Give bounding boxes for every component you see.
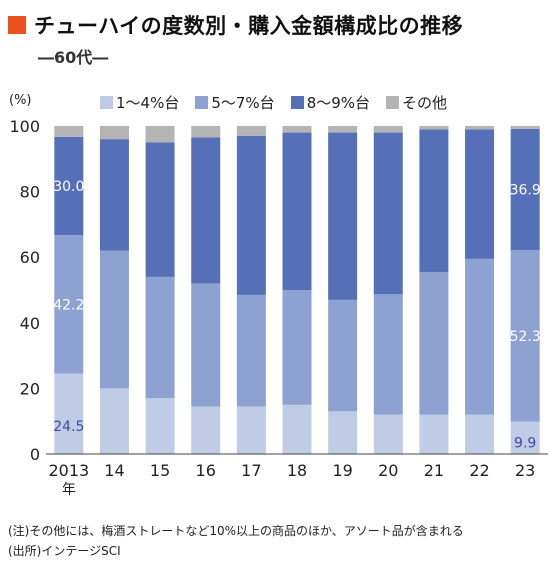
legend-item: 5～7%台 bbox=[195, 92, 275, 113]
x-tick-label: 18 bbox=[287, 461, 307, 480]
bar-segment bbox=[145, 142, 175, 277]
data-label: 42.2 bbox=[53, 297, 84, 313]
x-tick-label: 21 bbox=[424, 461, 444, 480]
x-tick-label: 16 bbox=[196, 461, 216, 480]
data-label: 52.3 bbox=[510, 329, 541, 345]
bar-segment bbox=[99, 388, 129, 454]
x-tick-label: 2013 bbox=[48, 461, 89, 480]
y-tick-label: 100 bbox=[9, 117, 40, 136]
legend-label: 5～7%台 bbox=[211, 94, 275, 112]
bar-segment bbox=[191, 283, 221, 407]
legend-item: その他 bbox=[386, 92, 447, 113]
bar-segment bbox=[419, 414, 449, 454]
legend-label: 8～9%台 bbox=[306, 94, 371, 112]
bar-segment bbox=[99, 250, 129, 389]
legend-swatch bbox=[290, 96, 304, 109]
bar-segment bbox=[191, 137, 221, 284]
bar-segment bbox=[419, 271, 449, 415]
bar-segment bbox=[191, 126, 221, 138]
data-label: 24.5 bbox=[53, 419, 84, 435]
bar-segment bbox=[282, 404, 312, 454]
y-tick-label: 40 bbox=[20, 314, 40, 333]
bar-segment bbox=[510, 249, 540, 422]
bar-segment bbox=[145, 398, 175, 454]
bar-segment bbox=[54, 136, 84, 236]
bar-segment bbox=[510, 126, 540, 129]
y-unit-label: (%) bbox=[9, 93, 32, 108]
y-tick-label: 80 bbox=[20, 183, 40, 202]
bar-segment bbox=[54, 126, 84, 137]
bar-segment bbox=[328, 126, 358, 133]
legend-swatch bbox=[195, 96, 209, 109]
bar-segment bbox=[145, 126, 175, 143]
bar-segment bbox=[510, 128, 540, 250]
bar-segment bbox=[282, 132, 312, 290]
x-tick-suffix: 年 bbox=[62, 482, 76, 498]
bar-segment bbox=[145, 276, 175, 399]
x-tick-label: 23 bbox=[515, 461, 535, 480]
bar-segment bbox=[465, 129, 495, 259]
y-tick-label: 0 bbox=[30, 445, 40, 464]
bar-segment bbox=[54, 235, 84, 374]
legend: 1～4%台 5～7%台 8～9%台 その他 bbox=[100, 92, 463, 113]
legend-swatch bbox=[386, 96, 400, 109]
legend-item: 8～9%台 bbox=[290, 92, 371, 113]
bar-segment bbox=[510, 421, 540, 454]
bar-segment bbox=[282, 290, 312, 405]
bar-segment bbox=[328, 299, 358, 412]
source-note: (出所)インテージSCI bbox=[8, 544, 121, 558]
data-label: 36.9 bbox=[510, 182, 541, 198]
bar-segment bbox=[373, 294, 403, 415]
legend-label: 1～4%台 bbox=[116, 94, 180, 112]
bar-segment bbox=[99, 126, 129, 140]
bar-segment bbox=[236, 294, 266, 407]
x-tick-label: 20 bbox=[378, 461, 398, 480]
legend-item: 1～4%台 bbox=[100, 92, 179, 113]
footnote: (注)その他には、梅酒ストレートなど10%以上の商品のほか、アソート品が含まれる bbox=[8, 524, 464, 538]
bar-segment bbox=[99, 139, 129, 251]
data-label: 9.9 bbox=[514, 436, 536, 452]
chart-title: チューハイの度数別・購入金額構成比の推移 bbox=[34, 14, 464, 38]
x-tick-label: 22 bbox=[469, 461, 489, 480]
bar-segment bbox=[419, 129, 449, 272]
bar-segment bbox=[465, 414, 495, 454]
bar-segment bbox=[236, 135, 266, 295]
bar-segment bbox=[236, 126, 266, 136]
data-label: 30.0 bbox=[53, 179, 84, 195]
bar-segment bbox=[328, 411, 358, 454]
y-tick-label: 60 bbox=[20, 248, 40, 267]
legend-swatch bbox=[100, 96, 113, 109]
chart-subtitle: ―60代― bbox=[38, 48, 109, 67]
legend-label: その他 bbox=[402, 94, 448, 112]
x-tick-label: 15 bbox=[150, 461, 170, 480]
bar-segment bbox=[419, 126, 449, 130]
bar-segment bbox=[236, 406, 266, 454]
bar-segment bbox=[54, 373, 84, 454]
title-row: チューハイの度数別・購入金額構成比の推移 bbox=[8, 10, 463, 40]
bar-segment bbox=[465, 126, 495, 130]
bar-segment bbox=[191, 406, 221, 454]
bar-segment bbox=[373, 126, 403, 133]
x-tick-label: 14 bbox=[104, 461, 124, 480]
title-accent-square bbox=[8, 16, 26, 34]
bar-segment bbox=[328, 132, 358, 300]
y-tick-label: 20 bbox=[20, 379, 40, 398]
bar-segment bbox=[465, 258, 495, 415]
x-tick-label: 17 bbox=[241, 461, 261, 480]
x-tick-label: 19 bbox=[332, 461, 352, 480]
bar-segment bbox=[282, 126, 312, 133]
bar-segment bbox=[373, 414, 403, 454]
bar-segment bbox=[373, 132, 403, 295]
